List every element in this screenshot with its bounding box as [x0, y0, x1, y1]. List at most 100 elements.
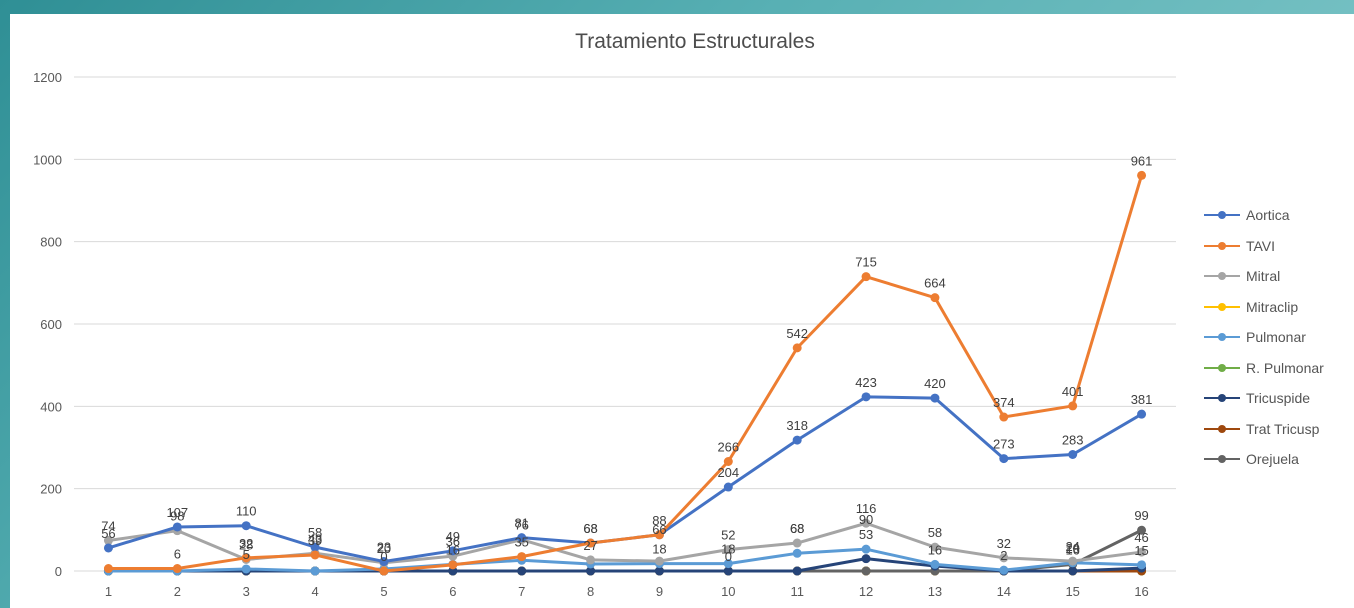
data-point-aortica — [103, 543, 113, 553]
data-point-pulmonar — [310, 566, 320, 576]
data-label: 66 — [652, 522, 666, 537]
data-label: 204 — [717, 465, 739, 480]
data-label: 81 — [514, 516, 528, 531]
data-point-pulmonar — [723, 559, 733, 569]
data-point-tavi — [517, 552, 527, 562]
data-point-tavi — [930, 293, 940, 303]
data-point-mitral — [723, 545, 733, 555]
data-point-pulmonar — [1137, 560, 1147, 570]
data-label: 961 — [1131, 153, 1153, 168]
data-point-tavi — [723, 456, 733, 466]
data-point-mitral — [1137, 547, 1147, 557]
data-point-aortica — [792, 435, 802, 445]
data-label: 76 — [514, 518, 528, 533]
data-label: 68 — [583, 521, 597, 536]
data-label: 374 — [993, 395, 1015, 410]
data-point-tavi — [1137, 170, 1147, 180]
data-label: 116 — [856, 501, 877, 516]
legend-swatch — [1202, 300, 1242, 314]
legend-label: Pulmonar — [1246, 329, 1306, 346]
legend-item: Aortica — [1202, 200, 1324, 231]
data-point-tavi — [792, 343, 802, 353]
data-label: 381 — [1131, 392, 1153, 407]
x-tick-label: 11 — [790, 584, 804, 599]
data-label: 20 — [377, 541, 391, 556]
legend-swatch — [1202, 391, 1242, 405]
y-tick-label: 1200 — [33, 70, 62, 85]
chart-legend: Aortica TAVI Mitral Mitraclip Pulmonar R. Pul… — [1202, 200, 1324, 475]
legend-swatch — [1202, 269, 1242, 283]
data-label: 53 — [859, 527, 873, 542]
data-point-orejuela — [861, 566, 871, 576]
x-tick-label: 8 — [587, 584, 594, 599]
data-label: 16 — [928, 542, 942, 557]
x-tick-label: 9 — [656, 584, 663, 599]
data-point-tavi — [654, 530, 664, 540]
data-label: 68 — [583, 521, 597, 536]
legend-item: Mitraclip — [1202, 292, 1324, 323]
data-label: 88 — [652, 513, 666, 528]
data-point-tricuspide — [586, 566, 596, 576]
data-point-pulmonar — [930, 559, 940, 569]
data-label: 266 — [717, 439, 739, 454]
data-point-aortica — [448, 546, 458, 556]
data-point-aortica — [379, 557, 389, 567]
data-point-mitral — [861, 518, 871, 528]
data-label: 58 — [308, 525, 322, 540]
data-label: 58 — [928, 525, 942, 540]
x-tick-label: 5 — [380, 584, 387, 599]
legend-item: Tricuspide — [1202, 383, 1324, 414]
data-point-tavi — [379, 566, 389, 576]
legend-item: Orejuela — [1202, 444, 1324, 475]
data-label: 49 — [446, 529, 460, 544]
data-point-aortica — [999, 454, 1009, 464]
data-label: 56 — [101, 526, 115, 541]
data-point-mitral — [586, 555, 596, 565]
data-point-mitral — [1068, 556, 1078, 566]
chart-title: Tratamiento Estructurales — [575, 30, 815, 53]
x-tick-label: 2 — [174, 584, 181, 599]
data-point-pulmonar — [241, 564, 251, 574]
data-point-tricuspide — [792, 566, 802, 576]
legend-item: Mitral — [1202, 261, 1324, 292]
data-point-aortica — [241, 521, 251, 531]
legend-label: Aortica — [1246, 207, 1290, 224]
legend-label: TAVI — [1246, 237, 1276, 254]
data-label: 74 — [101, 519, 115, 534]
data-label: 90 — [859, 512, 873, 527]
data-point-tavi — [861, 272, 871, 282]
data-label: 20 — [1065, 541, 1079, 556]
data-label: 18 — [721, 542, 735, 557]
legend-item: Trat Tricusp — [1202, 414, 1324, 445]
legend-label: Mitral — [1246, 268, 1281, 285]
data-label: 98 — [170, 509, 184, 524]
x-tick-label: 6 — [449, 584, 456, 599]
data-label: 273 — [993, 437, 1015, 452]
y-tick-label: 0 — [55, 564, 62, 579]
x-tick-label: 7 — [518, 584, 525, 599]
data-label: 423 — [855, 375, 877, 390]
x-tick-label: 13 — [928, 584, 942, 599]
data-point-orejuela — [1137, 525, 1147, 535]
data-label: 23 — [377, 540, 391, 555]
legend-swatch — [1202, 361, 1242, 375]
legend-swatch — [1202, 422, 1242, 436]
data-point-tricuspide — [1068, 566, 1078, 576]
data-point-tricuspide — [448, 566, 458, 576]
x-tick-label: 4 — [311, 584, 318, 599]
data-label: 283 — [1062, 432, 1084, 447]
x-tick-label: 15 — [1065, 584, 1079, 599]
data-point-mitral — [654, 556, 664, 566]
legend-label: Tricuspide — [1246, 390, 1311, 407]
data-label: 2 — [1000, 548, 1007, 563]
legend-label: Mitraclip — [1246, 298, 1299, 315]
data-point-tavi — [448, 560, 458, 570]
y-tick-label: 200 — [40, 482, 62, 497]
legend-label: R. Pulmonar — [1246, 359, 1324, 376]
legend-item: R. Pulmonar — [1202, 353, 1324, 384]
data-label: 542 — [786, 326, 808, 341]
data-point-tricuspide — [517, 566, 527, 576]
y-tick-label: 400 — [40, 399, 62, 414]
legend-swatch — [1202, 208, 1242, 222]
